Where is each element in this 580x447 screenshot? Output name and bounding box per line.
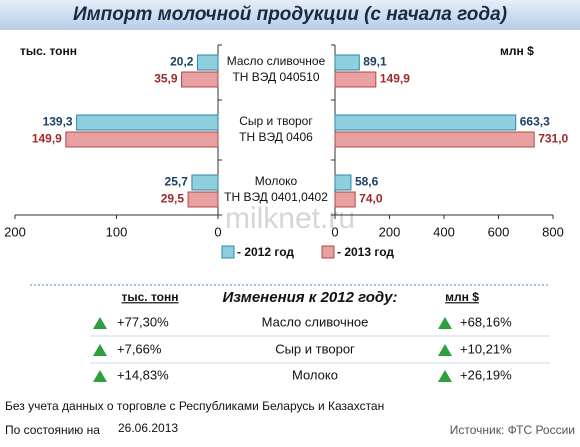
- up-triangle: [438, 344, 452, 356]
- change-name: Молоко: [292, 367, 338, 382]
- legend-swatch: [321, 245, 335, 259]
- value-label: 35,9: [154, 72, 178, 86]
- category-code: ТН ВЭД 0406: [239, 130, 313, 144]
- value-label: 25,7: [165, 175, 189, 189]
- x-tick-label: 200: [4, 224, 26, 239]
- bar: [196, 54, 219, 71]
- change-name: Сыр и творог: [275, 341, 355, 356]
- table-right-header: млн $: [445, 290, 479, 304]
- note: Без учета данных о торговле с Республика…: [5, 399, 384, 413]
- change-name: Масло сливочное: [262, 314, 369, 329]
- value-label: 149,9: [380, 72, 410, 86]
- bar: [65, 131, 219, 148]
- bar: [187, 191, 219, 208]
- category-label: Сыр и творог: [239, 114, 313, 128]
- x-tick-label: 0: [331, 224, 338, 239]
- change-left: +7,66%: [117, 341, 162, 356]
- bar: [334, 54, 360, 71]
- bar: [181, 71, 219, 88]
- watermark: milknet.ru: [225, 202, 355, 235]
- legend-swatch: [221, 245, 235, 259]
- as-of-date: 26.06.2013: [118, 421, 178, 435]
- category-label: Масло сливочное: [227, 54, 326, 68]
- source: Источник: ФТС России: [450, 423, 575, 437]
- bar: [334, 114, 517, 131]
- value-label: 663,3: [520, 115, 550, 129]
- change-left: +77,30%: [117, 314, 169, 329]
- as-of-label: По состоянию на: [5, 423, 100, 437]
- value-label: 20,2: [170, 55, 194, 69]
- up-triangle: [93, 370, 107, 382]
- axis-label: тыс. тонн: [20, 44, 77, 58]
- value-label: 89,1: [363, 55, 387, 69]
- value-label: 74,0: [359, 192, 383, 206]
- bar: [334, 191, 356, 208]
- up-triangle: [93, 317, 107, 329]
- title-bar: [0, 0, 580, 30]
- value-label: 29,5: [161, 192, 185, 206]
- bar: [334, 131, 535, 148]
- change-left: +14,83%: [117, 367, 169, 382]
- table-title: Изменения к 2012 году:: [222, 289, 397, 306]
- bar: [334, 174, 352, 191]
- x-tick-label: 0: [214, 224, 221, 239]
- x-tick-label: 600: [488, 224, 510, 239]
- x-tick-label: 800: [542, 224, 564, 239]
- axis-label: млн $: [500, 44, 534, 58]
- bar: [76, 114, 219, 131]
- legend-label: - 2013 год: [337, 245, 394, 259]
- change-right: +10,21%: [460, 341, 512, 356]
- category-code: ТН ВЭД 040510: [232, 70, 319, 84]
- x-tick-label: 400: [433, 224, 455, 239]
- value-label: 149,9: [32, 132, 62, 146]
- table-left-header: тыс. тонн: [121, 290, 178, 304]
- up-triangle: [438, 370, 452, 382]
- value-label: 731,0: [538, 132, 568, 146]
- category-code: ТН ВЭД 0401,0402: [224, 190, 328, 204]
- x-tick-label: 100: [106, 224, 128, 239]
- up-triangle: [93, 344, 107, 356]
- x-tick-label: 200: [379, 224, 401, 239]
- value-label: 58,6: [355, 175, 379, 189]
- chart-title: Импорт молочной продукции (с начала года…: [73, 4, 507, 25]
- bar: [191, 174, 219, 191]
- category-label: Молоко: [255, 174, 298, 188]
- bar: [334, 71, 377, 88]
- legend-label: - 2012 год: [237, 245, 294, 259]
- value-label: 139,3: [43, 115, 73, 129]
- change-right: +68,16%: [460, 314, 512, 329]
- change-right: +26,19%: [460, 367, 512, 382]
- up-triangle: [438, 317, 452, 329]
